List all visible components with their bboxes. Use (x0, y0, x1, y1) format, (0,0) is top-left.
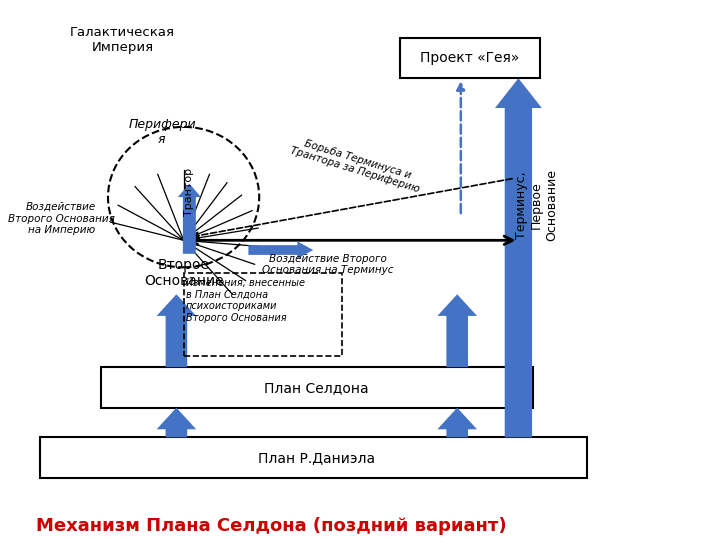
Bar (184, 273, 342, 356)
Text: Терминус,
Первое
Основание: Терминус, Первое Основание (515, 169, 558, 241)
Text: Воздействие Второго
Основания на Терминус: Воздействие Второго Основания на Термину… (262, 254, 393, 275)
Text: Перифери
я: Перифери я (128, 118, 196, 146)
Text: Проект «Гея»: Проект «Гея» (420, 51, 519, 65)
Text: Трантор: Трантор (184, 167, 194, 216)
FancyArrow shape (178, 184, 201, 254)
Text: Воздействие
Второго Основания
на Империю: Воздействие Второго Основания на Империю (8, 202, 114, 235)
FancyArrow shape (438, 294, 477, 367)
Text: Борьба Терминуса и
Трантора за Периферию: Борьба Терминуса и Трантора за Периферию (289, 134, 424, 195)
Bar (40, 437, 587, 478)
Bar (400, 38, 540, 78)
Text: Механизм Плана Селдона (поздний вариант): Механизм Плана Селдона (поздний вариант) (36, 517, 507, 535)
Text: Изменения, внесенные
в План Селдона
психоисториками
Второго Основания: Изменения, внесенные в План Селдона псих… (186, 278, 305, 323)
FancyArrow shape (495, 78, 541, 437)
FancyArrow shape (438, 408, 477, 437)
Text: План Селдона: План Селдона (264, 381, 369, 395)
FancyArrow shape (157, 294, 196, 367)
FancyArrow shape (248, 241, 313, 259)
Text: План Р.Даниэла: План Р.Даниэла (258, 451, 375, 465)
Bar (101, 367, 533, 408)
Text: Галактическая
Империя: Галактическая Империя (70, 26, 175, 55)
Text: Второе
Основание: Второе Основание (144, 258, 223, 288)
FancyArrow shape (157, 408, 196, 437)
